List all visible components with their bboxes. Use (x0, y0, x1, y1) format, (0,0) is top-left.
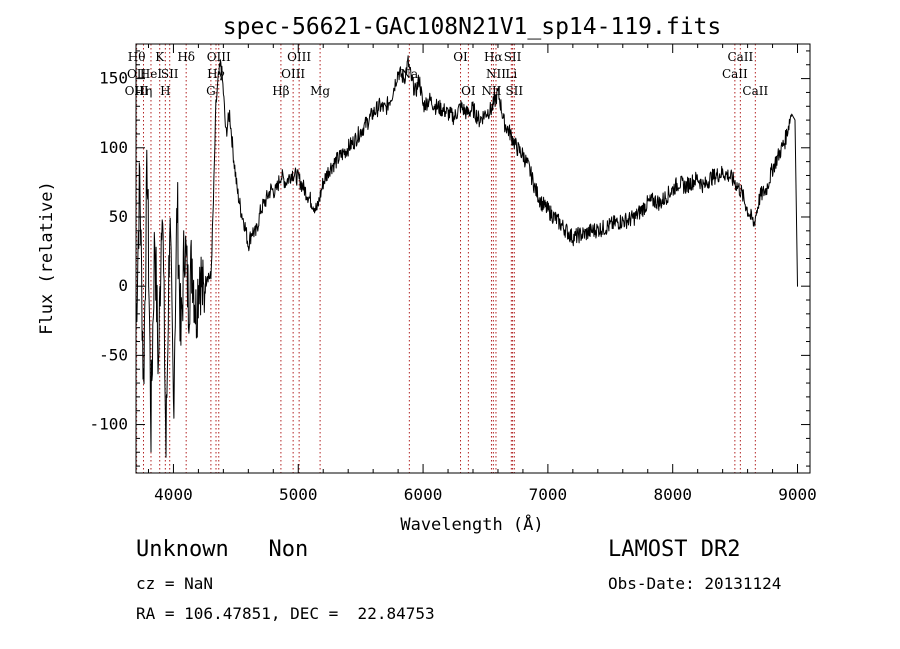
line-label: CaII (722, 67, 748, 81)
line-label: Mg (310, 84, 330, 98)
x-axis-label: Wavelength (Å) (400, 513, 543, 535)
x-tick-label: 7000 (529, 485, 568, 504)
x-tick-label: 5000 (279, 485, 318, 504)
line-label: CaII (727, 50, 753, 64)
line-label: Hβ (272, 84, 289, 98)
object-class: Unknown Non (136, 537, 309, 562)
line-label: HeI (140, 67, 163, 81)
y-tick-label: 0 (118, 276, 128, 295)
redshift-readout: cz = NaN (136, 574, 214, 593)
x-tick-label: 4000 (154, 485, 193, 504)
y-axis-label: Flux (relative) (37, 181, 57, 335)
y-tick-label: -100 (89, 415, 128, 434)
line-label: Hη (135, 84, 153, 98)
line-label: SII (504, 50, 522, 64)
line-label: OIII (207, 50, 231, 64)
line-label: Hθ (128, 50, 146, 64)
line-label: Na (401, 67, 419, 81)
line-label: H (160, 84, 170, 98)
y-tick-label: 150 (99, 69, 128, 88)
line-label: Hα (484, 50, 503, 64)
plot-frame (135, 43, 811, 474)
line-label: G (206, 84, 216, 98)
line-label: Li (505, 67, 517, 81)
line-label: OII (127, 67, 147, 81)
x-tick-label: 9000 (778, 485, 817, 504)
y-tick-label: -50 (99, 345, 128, 364)
x-tick-label: 6000 (404, 485, 443, 504)
line-label: Hδ (177, 50, 195, 64)
line-label: CaII (742, 84, 768, 98)
line-label: K (155, 50, 165, 64)
line-label: Hγ (207, 67, 225, 81)
line-label: OIII (281, 67, 305, 81)
line-label: SII (161, 67, 179, 81)
y-tick-label: 50 (109, 207, 128, 226)
x-tick-label: 8000 (653, 485, 692, 504)
line-label: OIII (125, 84, 149, 98)
line-label: NII (486, 67, 506, 81)
line-label: OI (461, 84, 476, 98)
line-label: OIII (287, 50, 311, 64)
emission-line-markers (136, 44, 756, 473)
chart-title: spec-56621-GAC108N21V1_sp14-119.fits (223, 14, 722, 40)
coordinates-readout: RA = 106.47851, DEC = 22.84753 (136, 604, 435, 623)
line-label: OI (453, 50, 468, 64)
spectrum-series (135, 55, 798, 458)
survey-name: LAMOST DR2 (608, 537, 741, 562)
axis-ticks: 4000 5000 6000 7000 8000 9000 -100 -50 0 50 100 150 (89, 44, 817, 504)
line-label: SII (505, 84, 523, 98)
obs-date: Obs-Date: 20131124 (608, 574, 782, 593)
spectrum-line-0 (135, 55, 798, 458)
y-tick-label: 100 (99, 138, 128, 157)
